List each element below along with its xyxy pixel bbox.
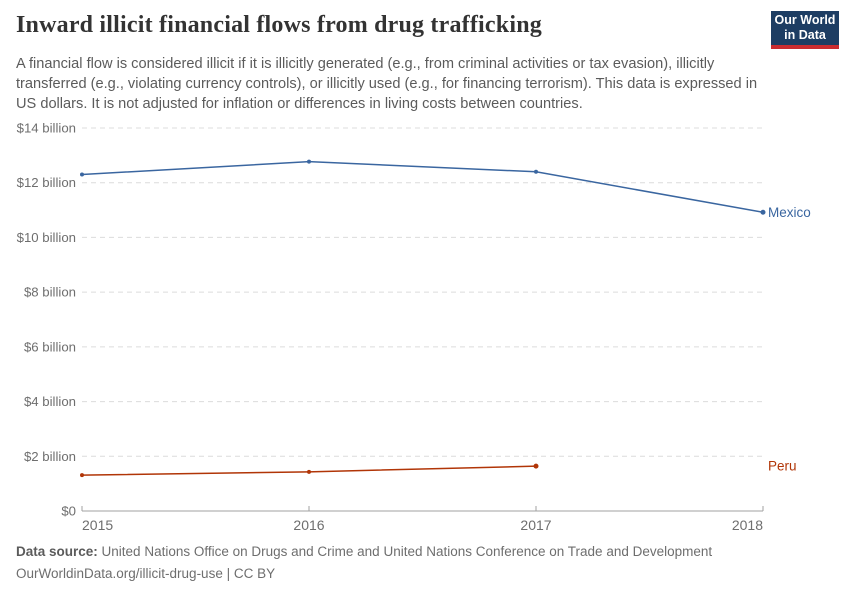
data-point-peru[interactable]: [533, 463, 539, 469]
series-label-mexico: Mexico: [768, 205, 811, 220]
data-point-mexico[interactable]: [760, 209, 766, 215]
x-axis-tick-label: 2016: [293, 517, 324, 533]
data-point-mexico[interactable]: [307, 159, 311, 164]
x-axis-tick-label: 2015: [82, 517, 113, 533]
y-axis-tick-label: $12 billion: [17, 175, 76, 190]
data-point-peru[interactable]: [307, 469, 311, 474]
y-axis-tick-label: $8 billion: [24, 285, 76, 300]
data-source-text: United Nations Office on Drugs and Crime…: [101, 544, 713, 559]
x-axis-tick-label: 2017: [520, 517, 551, 533]
data-point-mexico[interactable]: [80, 172, 84, 177]
owid-logo-stripe: [771, 45, 839, 49]
chart-footer: Data source: United Nations Office on Dr…: [16, 541, 712, 585]
y-axis-tick-label: $14 billion: [17, 121, 76, 136]
y-axis-tick-label: $2 billion: [24, 449, 76, 464]
data-source-line: Data source: United Nations Office on Dr…: [16, 541, 712, 563]
chart-title: Inward illicit financial flows from drug…: [16, 12, 542, 38]
owid-logo[interactable]: Our World in Data: [771, 11, 839, 49]
data-point-mexico[interactable]: [534, 169, 538, 174]
series-line-mexico[interactable]: [81, 160, 764, 213]
x-axis-tick-label: 2018: [732, 517, 763, 533]
attribution-line: OurWorldinData.org/illicit-drug-use | CC…: [16, 566, 276, 581]
data-point-peru[interactable]: [80, 473, 84, 478]
owid-logo-line1: Our World: [774, 13, 836, 27]
owid-logo-line2: in Data: [784, 28, 826, 42]
data-source-label: Data source:: [16, 544, 98, 559]
y-axis-tick-label: $10 billion: [17, 230, 76, 245]
series-label-peru: Peru: [768, 459, 797, 474]
y-axis-tick-label: $0: [61, 504, 76, 519]
chart-subtitle: A financial flow is considered illicit i…: [16, 56, 758, 112]
y-axis-tick-label: $4 billion: [24, 394, 76, 409]
y-axis-tick-label: $6 billion: [24, 339, 76, 354]
owid-logo-box: Our World in Data: [771, 11, 839, 45]
